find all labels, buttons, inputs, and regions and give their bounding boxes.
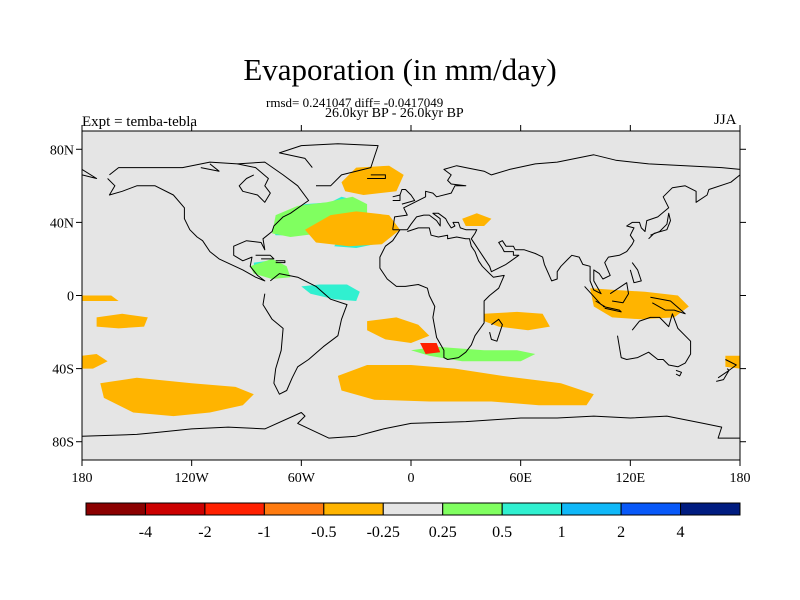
season-label: JJA	[714, 112, 737, 128]
contour-fills	[82, 165, 740, 417]
coastline-4	[392, 174, 740, 295]
contour-fill-26	[725, 355, 740, 369]
colorbar-label-4: -0.25	[367, 524, 400, 541]
contour-fill-7	[411, 346, 536, 362]
coastlines	[82, 143, 740, 439]
period-label: 26.0kyr BP - 26.0kyr BP	[325, 106, 464, 121]
coastline-16	[602, 306, 622, 313]
coastline-11	[392, 194, 401, 201]
experiment-label: Expt = temba-tebla	[82, 114, 198, 130]
contour-fill-27	[82, 295, 119, 301]
coastline-19	[716, 369, 730, 382]
map-title: Evaporation (in mm/day)	[243, 52, 557, 87]
coastline-22	[275, 260, 286, 264]
lat-tick-label-1: 40N	[50, 216, 74, 231]
coastline-20	[629, 262, 642, 284]
coastline-3	[82, 168, 98, 179]
colorbar-box-8	[561, 502, 622, 516]
contour-fill-22	[367, 317, 430, 343]
coastline-23	[237, 163, 271, 203]
colorbar-box-4	[323, 502, 384, 516]
coastline-14	[584, 286, 606, 307]
lon-tick-label-3: 0	[408, 471, 415, 486]
colorbar-label-9: 4	[677, 524, 685, 541]
lon-tick-label-2: 60W	[288, 471, 316, 486]
coastline-5	[379, 227, 505, 360]
coastline-1	[262, 273, 348, 395]
coastline-17	[650, 296, 686, 315]
lat-tick-label-2: 0	[67, 290, 74, 305]
colorbar-box-10	[680, 502, 741, 516]
colorbar-label-0: -4	[139, 524, 152, 541]
coastline-25	[675, 369, 682, 377]
contour-fill-18	[341, 165, 404, 195]
coastline-15	[609, 282, 629, 304]
contour-fill-28	[462, 213, 492, 226]
colorbar-label-3: -0.5	[311, 524, 336, 541]
colorbar: -4 -2 -1 -0.5 -0.25 0.25 0.5 1 2 4	[85, 502, 741, 541]
coastline-18	[725, 359, 737, 371]
colorbar-box-6	[442, 502, 503, 516]
lon-tick-label-1: 120W	[175, 471, 210, 486]
colorbar-label-6: 0.5	[492, 524, 512, 541]
colorbar-label-2: -1	[258, 524, 271, 541]
contour-fill-12	[420, 343, 441, 354]
lon-tick-label-5: 120E	[616, 471, 646, 486]
coastline-7	[617, 313, 692, 368]
colorbar-label-7: 1	[558, 524, 566, 541]
contour-fill-17	[305, 211, 400, 247]
contour-fill-4	[301, 284, 360, 301]
coastline-6	[489, 318, 503, 342]
contour-fill-21	[96, 313, 148, 329]
coastline-10	[399, 189, 416, 205]
coastline-2	[392, 154, 740, 230]
coastline-12	[367, 174, 386, 179]
colorbar-box-0	[85, 502, 146, 516]
contour-fill-20	[100, 377, 254, 417]
lon-tick-label-4: 60E	[509, 471, 532, 486]
lat-tick-label-4: 80S	[52, 436, 74, 451]
coastline-21	[255, 254, 275, 260]
contour-fill-23	[484, 311, 550, 331]
coastline-13	[648, 212, 671, 240]
colorbar-box-9	[620, 502, 682, 516]
colorbar-label-5: 0.25	[429, 524, 457, 541]
colorbar-box-1	[144, 502, 206, 516]
colorbar-label-1: -2	[198, 524, 211, 541]
lon-tick-label-6: 180	[730, 471, 751, 486]
lat-tick-label-0: 80N	[50, 143, 74, 158]
coastline-9	[278, 143, 379, 187]
colorbar-box-7	[501, 502, 563, 516]
contour-fill-25	[82, 354, 108, 369]
colorbar-box-2	[204, 502, 265, 516]
colorbar-box-3	[263, 502, 325, 516]
coastline-8	[82, 412, 740, 439]
statistics-line: rmsd= 0.241047 diff= -0.0417049	[266, 95, 444, 110]
colorbar-box-5	[382, 502, 444, 516]
lat-tick-label-3: 40S	[52, 363, 74, 378]
contour-fill-19	[337, 365, 594, 406]
coastline-24	[200, 163, 220, 172]
lon-tick-label-0: 180	[72, 471, 93, 486]
coastline-0	[107, 161, 310, 282]
contour-fill-24	[590, 288, 689, 320]
colorbar-label-8: 2	[617, 524, 625, 541]
